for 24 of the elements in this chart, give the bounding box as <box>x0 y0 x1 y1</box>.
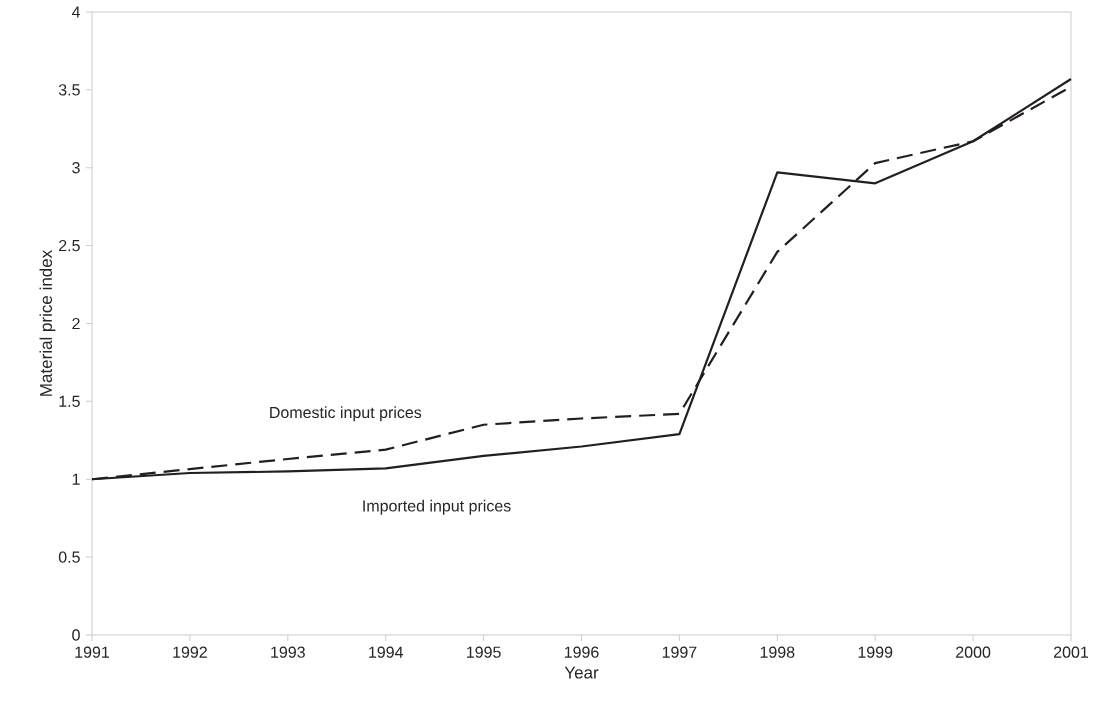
y-tick-label: 1 <box>72 473 80 485</box>
y-tick-label: 3 <box>72 162 80 174</box>
series-label: Imported input prices <box>363 499 511 515</box>
y-tick-label: 2 <box>72 317 80 330</box>
x-tick-label: 1993 <box>271 646 305 658</box>
x-tick-label: 1991 <box>75 646 110 658</box>
y-tick-label: 3.5 <box>58 84 80 96</box>
x-tick-label: 1995 <box>467 646 501 658</box>
x-tick-label: 1992 <box>173 646 207 658</box>
x-tick-label: 2001 <box>1054 646 1088 658</box>
x-tick-label: 1996 <box>564 646 599 658</box>
y-axis-title: Material price index <box>39 250 56 396</box>
x-axis-title: Year <box>564 666 599 679</box>
series-label: Domestic input prices <box>270 406 422 422</box>
x-tick-label: 1998 <box>760 646 795 658</box>
x-tick-label: 1994 <box>369 646 404 658</box>
y-tick-label: 1.5 <box>59 395 80 407</box>
x-tick-label: 2000 <box>956 646 991 658</box>
y-tick-label: 0.5 <box>58 551 80 563</box>
y-tick-label: 4 <box>71 6 81 18</box>
y-tick-label: 2.5 <box>59 239 80 252</box>
x-tick-label: 1997 <box>662 646 697 658</box>
x-tick-label: 1999 <box>858 646 893 658</box>
y-tick-label: 0 <box>72 629 80 641</box>
